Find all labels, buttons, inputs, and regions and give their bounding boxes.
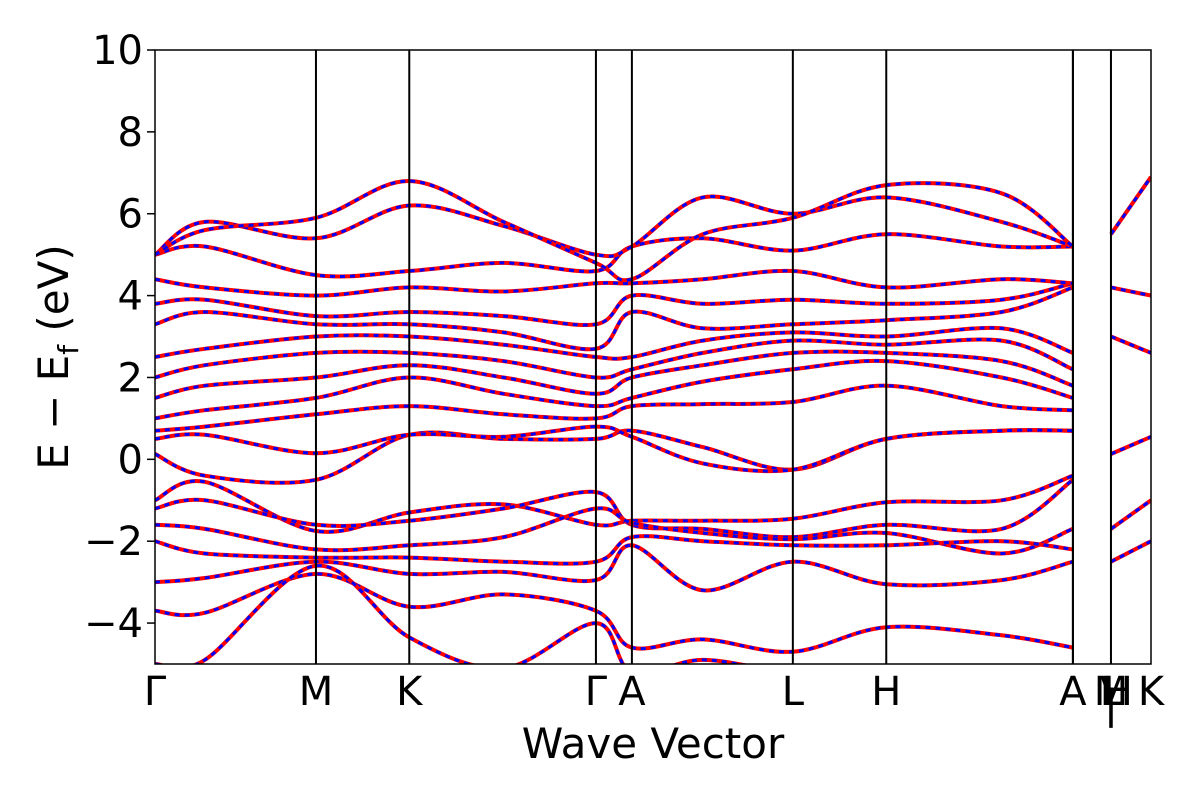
band-1-dashed-line (155, 425, 1073, 473)
x-tick-label: Γ (585, 669, 608, 715)
y-tick-label: 0 (118, 437, 143, 483)
band-21-dashed-line (1110, 499, 1151, 531)
x-tick-label: Γ (144, 669, 167, 715)
band-20-dashed-line (1110, 435, 1151, 456)
band-8-line (155, 563, 750, 664)
x-axis-label: Wave Vector (522, 719, 785, 768)
y-tick-label: 10 (92, 28, 143, 74)
x-tick-label-extra: L (1100, 669, 1123, 715)
y-tick-label: −2 (84, 519, 143, 565)
band-17-dashed-line (155, 232, 1073, 278)
band-8-dashed-line (155, 564, 747, 664)
x-axis-ticks: Γ M K Γ A L H A M K|L|H (144, 669, 1166, 728)
band-22-dashed-line (1110, 539, 1151, 564)
y-tick-label: 8 (118, 110, 143, 156)
x-tick-label: K (1138, 669, 1166, 715)
x-tick-label: A (1059, 669, 1087, 715)
band-23-dashed-line (1110, 285, 1151, 298)
band-13-dashed-line (155, 326, 1074, 361)
bands (155, 175, 1151, 664)
band-3-dashed-line (155, 478, 1074, 539)
band-19-line (155, 178, 1075, 283)
x-tick-label: M (299, 669, 334, 715)
high-symmetry-lines (314, 50, 1112, 664)
plot-frame (154, 49, 1152, 665)
band-18-dashed-line (155, 195, 1074, 258)
x-tick-label: H (871, 669, 901, 715)
band-25-dashed-line (1110, 335, 1151, 355)
x-tick-label: K (396, 669, 424, 715)
band-4-dashed-line (155, 506, 1074, 556)
x-tick-label: M (1094, 669, 1129, 715)
band-18-line (155, 194, 1074, 259)
y-tick-label: 2 (118, 355, 143, 401)
band-15-dashed-line (155, 281, 1074, 327)
band-10-line (155, 358, 1074, 421)
x-tick-label-extra: | (1104, 682, 1117, 728)
band-24-dashed-line (1109, 176, 1151, 236)
band-0-dashed-line (155, 428, 1073, 485)
band-9-dashed-line (155, 384, 1073, 433)
x-tick-label-extra: | (1104, 682, 1117, 728)
band-11-line (155, 349, 1074, 400)
band-12-dashed-line (155, 337, 1074, 380)
band-5-line (155, 534, 1074, 566)
y-axis-label-sub: f (52, 344, 85, 355)
y-tick-label: −4 (84, 601, 143, 647)
band-4-line (155, 506, 1074, 556)
x-tick-label: A (618, 669, 646, 715)
band-0-line (155, 428, 1073, 485)
y-axis-ticks: −4 −2 0 2 4 6 8 10 (84, 28, 155, 647)
band-9-line (155, 383, 1074, 433)
band-19-dashed-line (155, 179, 1074, 282)
band-7-dashed-line (155, 572, 1074, 654)
y-axis-label: E − Ef (eV) (29, 244, 85, 470)
band-2-dashed-line (155, 474, 1074, 534)
band-14-dashed-line (155, 285, 1074, 351)
band-16-dashed-line (155, 269, 1073, 298)
x-tick-label-extra: H (1103, 669, 1133, 715)
y-tick-label: 4 (118, 274, 143, 320)
y-axis-label-unit: (eV) (29, 244, 78, 345)
y-axis-label-main: E − E (29, 355, 78, 470)
x-tick-label: L (782, 669, 805, 715)
y-tick-label: 6 (118, 192, 143, 238)
